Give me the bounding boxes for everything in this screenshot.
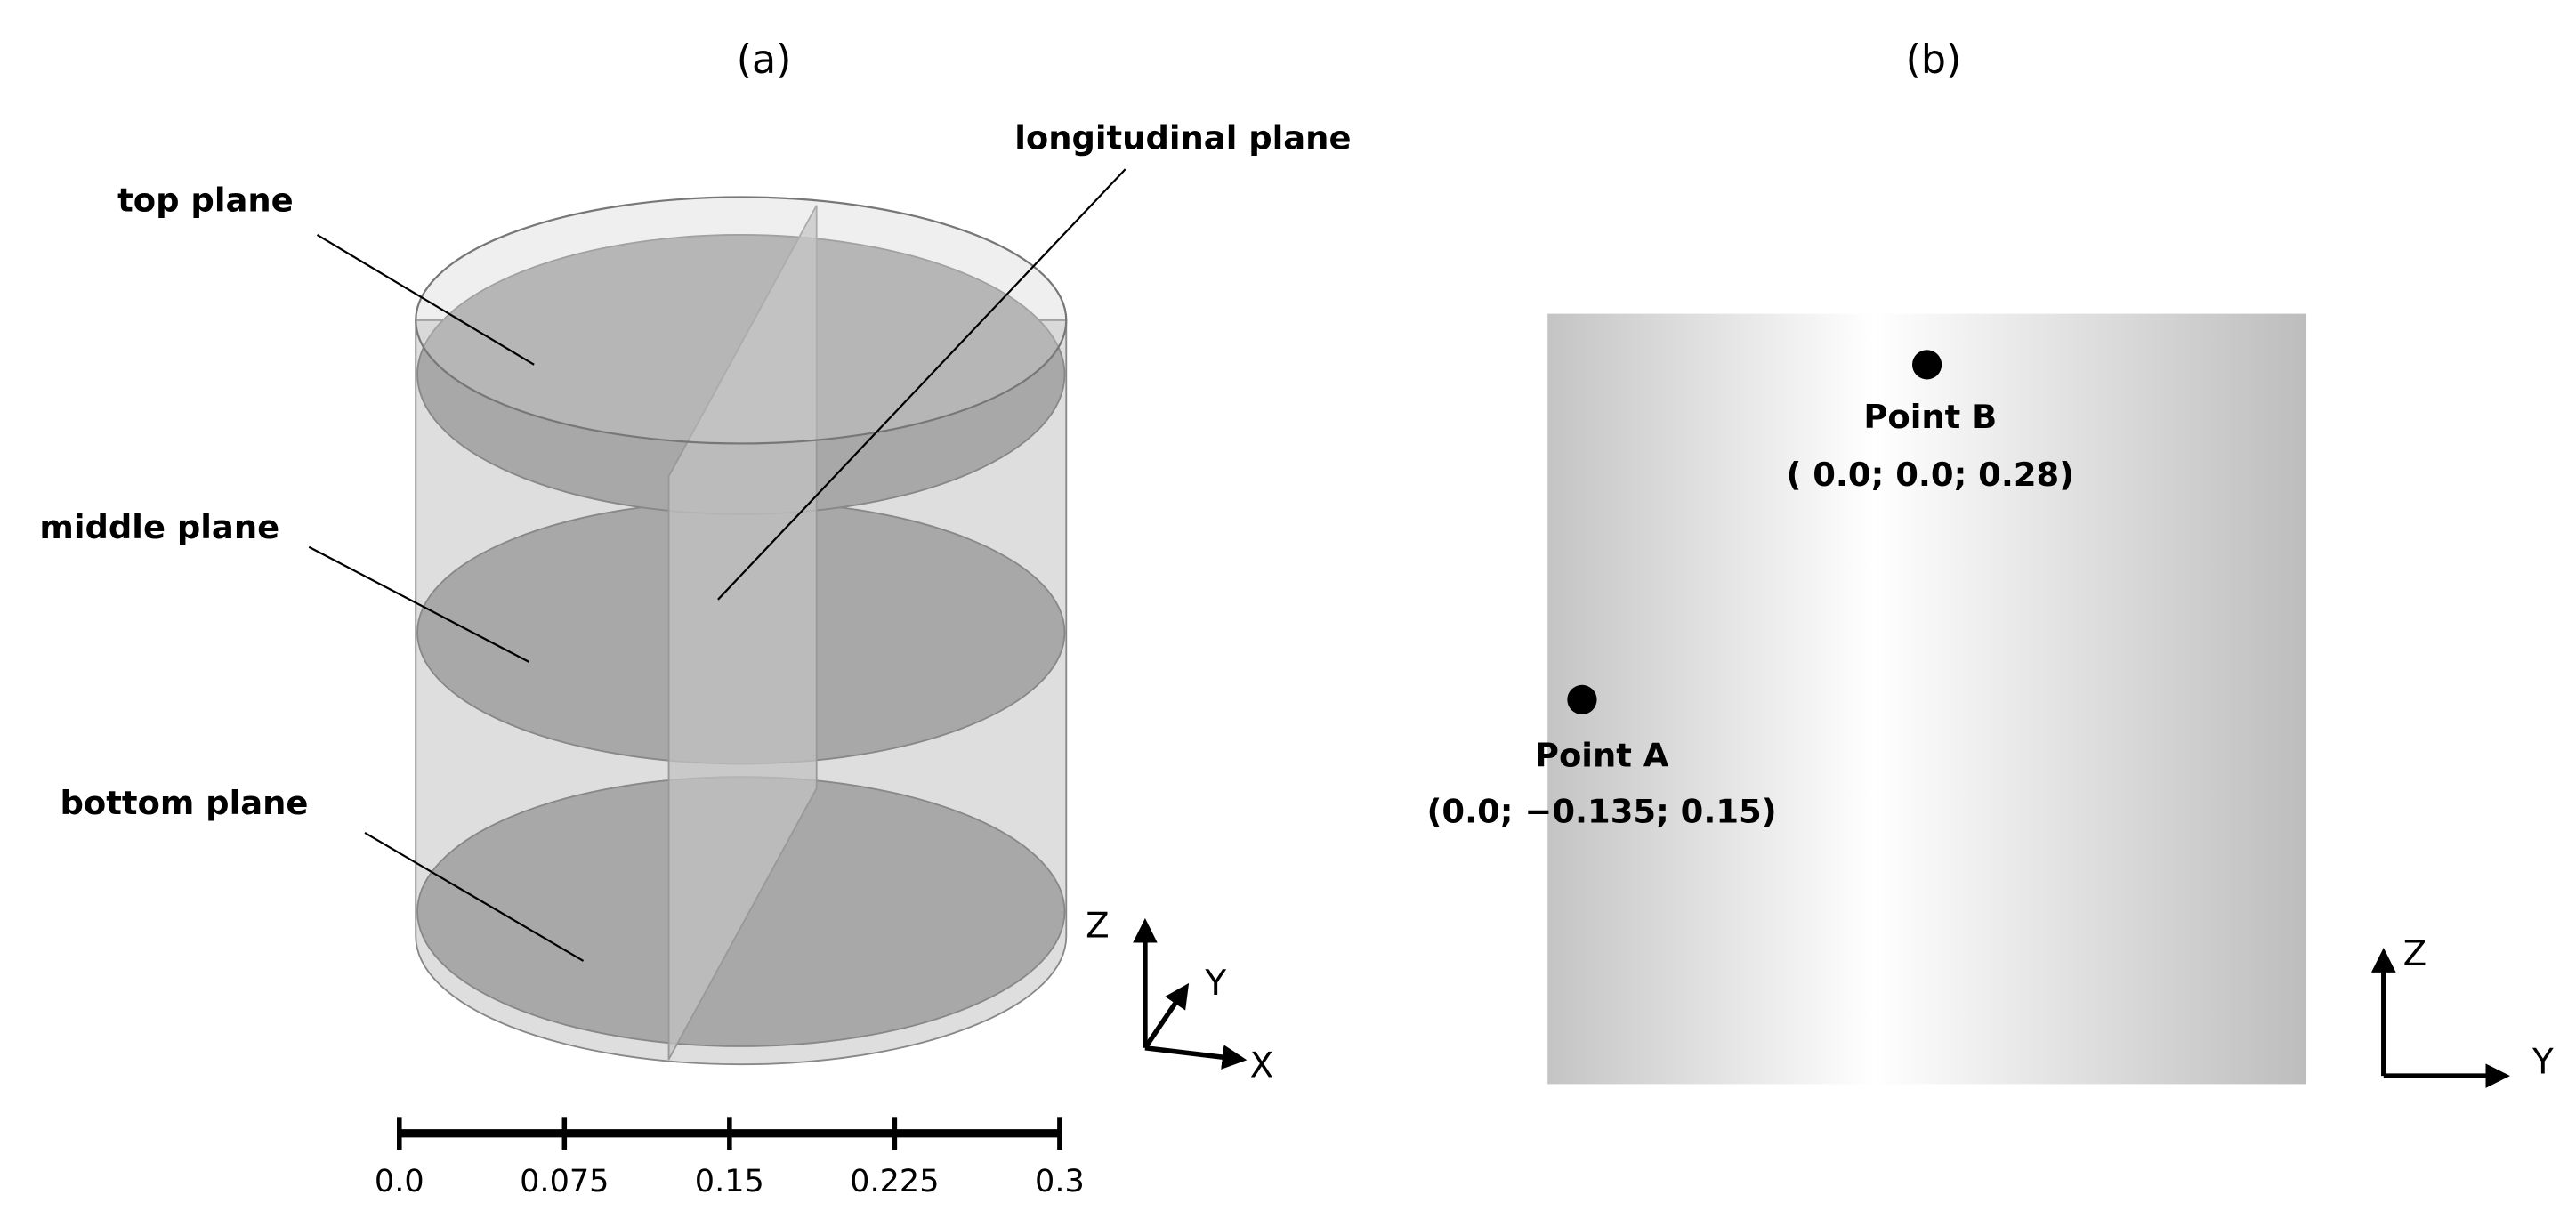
cylinder-side-view <box>1547 313 2307 1085</box>
scale-label: 0.075 <box>520 1163 609 1199</box>
point-name: Point B <box>1863 398 1997 436</box>
annotation: top plane <box>117 182 294 220</box>
leader-line <box>316 234 535 366</box>
axis-label: Y <box>1204 964 1226 1004</box>
axis-label: X <box>1250 1045 1274 1086</box>
annotation: longitudinal plane <box>1014 118 1351 157</box>
scale-bar: 0.0 0.075 0.15 0.225 0.3 <box>375 1117 1085 1199</box>
leader-line <box>364 831 585 962</box>
scale-label: 0.0 <box>375 1163 424 1199</box>
annotation: bottom plane <box>60 784 308 822</box>
point-coords: (0.0; −0.135; 0.15) <box>1427 792 1777 830</box>
point-marker <box>1567 684 1597 715</box>
axes-pair <box>2370 948 2510 1089</box>
axes-triad <box>1133 917 1248 1070</box>
annotation: middle plane <box>39 508 279 546</box>
leader-line <box>717 168 1126 601</box>
axis-label: Y <box>2532 1043 2554 1083</box>
point-coords: ( 0.0; 0.0; 0.28) <box>1786 456 2074 494</box>
cylinder <box>415 196 1068 1066</box>
axis-label: Z <box>1086 907 1110 947</box>
scale-label: 0.225 <box>850 1163 939 1199</box>
axis-label: Z <box>2403 934 2427 974</box>
point-name: Point A <box>1535 737 1669 775</box>
leader-line <box>308 545 530 663</box>
scale-label: 0.3 <box>1035 1163 1085 1199</box>
point-marker <box>1911 350 1942 380</box>
panel-label: (a) <box>737 37 792 83</box>
panel-label: (b) <box>1906 37 1962 83</box>
scale-label: 0.15 <box>695 1163 764 1199</box>
